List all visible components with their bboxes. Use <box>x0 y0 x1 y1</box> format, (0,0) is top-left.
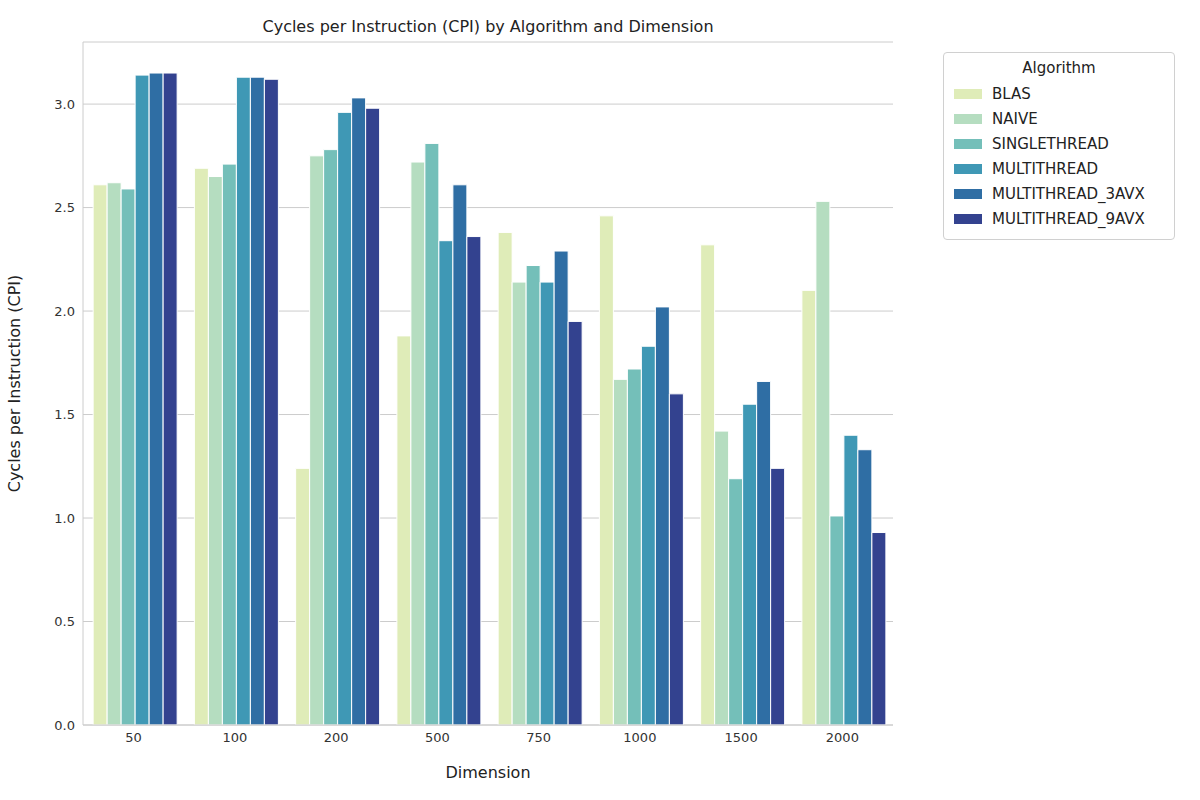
svg-text:500: 500 <box>425 730 450 745</box>
html-text:Algorithm: Algorithm <box>1022 59 1096 77</box>
svg-text:1000: 1000 <box>623 730 656 745</box>
svg-text:2000: 2000 <box>826 730 859 745</box>
svg-text:1500: 1500 <box>725 730 758 745</box>
svg-text:3.0: 3.0 <box>54 97 75 112</box>
svg-text:0.5: 0.5 <box>54 614 75 629</box>
html-text:BLAS: BLAS <box>992 84 1031 103</box>
html-text:MULTITHREAD_9AVX: MULTITHREAD_9AVX <box>992 209 1145 228</box>
svg-text:0.0: 0.0 <box>54 718 75 733</box>
html-text:Cycles per Instruction (CPI) b: Cycles per Instruction (CPI) by Algorith… <box>262 17 714 36</box>
html-text:MULTITHREAD_3AVX: MULTITHREAD_3AVX <box>992 184 1145 203</box>
html-text:SINGLETHREAD: SINGLETHREAD <box>992 134 1109 153</box>
svg-text:200: 200 <box>324 730 349 745</box>
svg-text:2.5: 2.5 <box>54 200 75 215</box>
svg-text:1.0: 1.0 <box>54 511 75 526</box>
svg-text:Dimension: Dimension <box>445 763 530 782</box>
svg-text:Cycles per Instruction (CPI): Cycles per Instruction (CPI) <box>8 275 24 493</box>
svg-text:100: 100 <box>222 730 247 745</box>
svg-text:1.5: 1.5 <box>54 407 75 422</box>
svg-text:750: 750 <box>526 730 551 745</box>
html-text:MULTITHREAD: MULTITHREAD <box>992 159 1098 178</box>
html-text:NAIVE: NAIVE <box>992 109 1038 128</box>
svg-text:50: 50 <box>125 730 142 745</box>
svg-text:2.0: 2.0 <box>54 304 75 319</box>
